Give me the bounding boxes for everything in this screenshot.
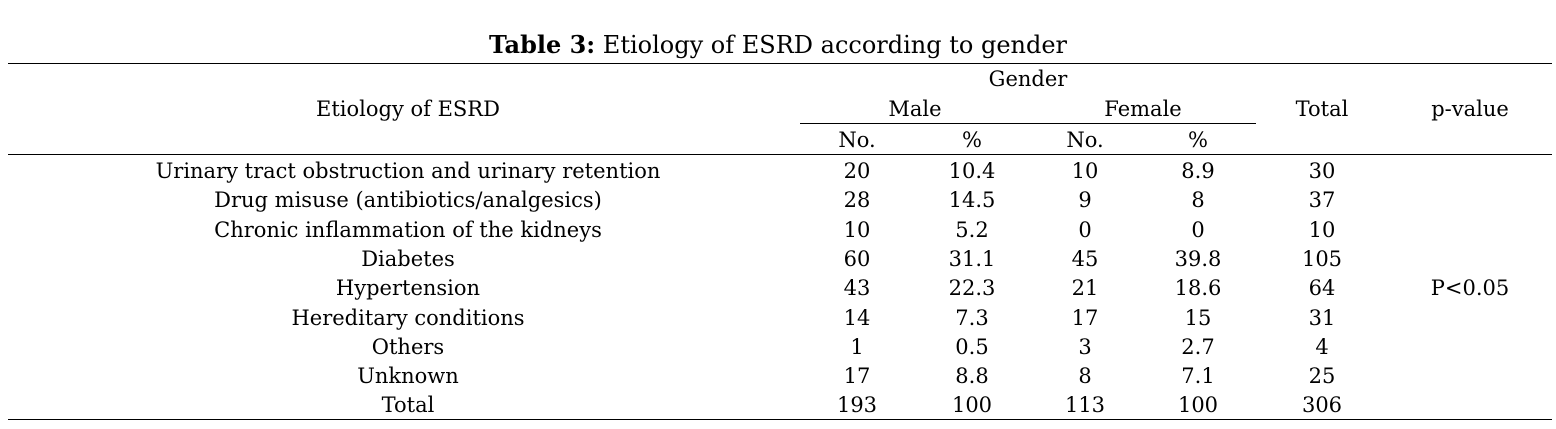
total-cell: 25 — [1308, 364, 1336, 388]
male-pct-cell: 0.5 — [955, 335, 989, 359]
female-pct-cell: 39.8 — [1174, 247, 1222, 271]
female-pct-cell: 15 — [1184, 306, 1212, 330]
top-rule — [8, 63, 1552, 64]
header-gender: Gender — [988, 67, 1068, 91]
female-no-cell: 8 — [1078, 364, 1092, 388]
male-pct-cell: 100 — [951, 393, 993, 417]
etiology-cell: Others — [371, 335, 445, 359]
female-pct-cell: 0 — [1191, 218, 1205, 242]
male-no-cell: 10 — [843, 218, 871, 242]
total-cell: 30 — [1308, 159, 1336, 183]
total-cell: 31 — [1308, 306, 1336, 330]
etiology-cell: Hypertension — [335, 276, 481, 300]
header-female: Female — [1104, 97, 1182, 121]
bottom-rule — [8, 419, 1552, 420]
male-pct-cell: 31.1 — [948, 247, 996, 271]
male-no-cell: 14 — [843, 306, 871, 330]
etiology-cell: Unknown — [357, 364, 459, 388]
header-male: Male — [888, 97, 942, 121]
female-no-cell: 9 — [1078, 188, 1092, 212]
female-no-cell: 0 — [1078, 218, 1092, 242]
total-cell: 306 — [1301, 393, 1343, 417]
total-cell: 64 — [1308, 276, 1336, 300]
total-cell: 10 — [1308, 218, 1336, 242]
female-pct-cell: 8.9 — [1181, 159, 1215, 183]
header-bottom-rule — [8, 154, 1552, 155]
male-pct-cell: 14.5 — [948, 188, 996, 212]
pvalue-cell: P<0.05 — [1430, 276, 1510, 300]
etiology-cell: Drug misuse (antibiotics/analgesics) — [214, 188, 602, 212]
etiology-cell: Urinary tract obstruction and urinary re… — [155, 159, 661, 183]
total-cell: 37 — [1308, 188, 1336, 212]
male-pct-cell: 22.3 — [948, 276, 996, 300]
etiology-cell: Hereditary conditions — [291, 306, 525, 330]
header-etiology: Etiology of ESRD — [316, 97, 500, 121]
female-no-cell: 45 — [1071, 247, 1099, 271]
female-pct-cell: 7.1 — [1181, 364, 1215, 388]
male-pct-cell: 10.4 — [948, 159, 996, 183]
male-no-cell: 193 — [836, 393, 878, 417]
female-no-cell: 17 — [1071, 306, 1099, 330]
table-caption: Table 3: Etiology of ESRD according to g… — [0, 30, 1556, 60]
header-total: Total — [1295, 97, 1349, 121]
total-cell: 4 — [1315, 335, 1329, 359]
header-male-pct: % — [962, 128, 982, 152]
header-male-no: No. — [838, 128, 876, 152]
male-no-cell: 17 — [843, 364, 871, 388]
gender-underline — [800, 123, 1256, 124]
female-pct-cell: 8 — [1191, 188, 1205, 212]
male-pct-cell: 7.3 — [955, 306, 989, 330]
male-pct-cell: 8.8 — [955, 364, 989, 388]
etiology-cell: Diabetes — [361, 247, 455, 271]
male-no-cell: 43 — [843, 276, 871, 300]
female-pct-cell: 100 — [1177, 393, 1219, 417]
etiology-cell: Total — [381, 393, 435, 417]
total-cell: 105 — [1301, 247, 1343, 271]
male-no-cell: 60 — [843, 247, 871, 271]
male-no-cell: 28 — [843, 188, 871, 212]
female-no-cell: 3 — [1078, 335, 1092, 359]
female-pct-cell: 2.7 — [1181, 335, 1215, 359]
female-no-cell: 113 — [1064, 393, 1106, 417]
caption-text: Etiology of ESRD according to gender — [595, 31, 1068, 59]
male-no-cell: 20 — [843, 159, 871, 183]
female-pct-cell: 18.6 — [1174, 276, 1222, 300]
header-female-no: No. — [1066, 128, 1104, 152]
caption-label: Table 3: — [488, 30, 596, 59]
male-no-cell: 1 — [850, 335, 864, 359]
header-female-pct: % — [1188, 128, 1208, 152]
female-no-cell: 10 — [1071, 159, 1099, 183]
male-pct-cell: 5.2 — [955, 218, 989, 242]
female-no-cell: 21 — [1071, 276, 1099, 300]
header-pvalue: p-value — [1431, 97, 1509, 121]
etiology-cell: Chronic inflammation of the kidneys — [214, 218, 602, 242]
